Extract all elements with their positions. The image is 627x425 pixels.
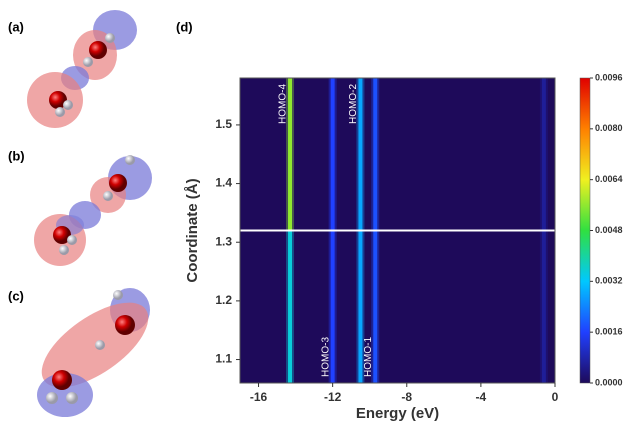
- molecule-a: [27, 10, 137, 128]
- y-tick-label: 1.5: [215, 117, 232, 131]
- band: [288, 230, 293, 383]
- panel-label: (d): [176, 19, 193, 34]
- colorbar-tick-label: 0.0096: [595, 72, 623, 82]
- plot-frame: [239, 77, 556, 384]
- band: [330, 78, 335, 231]
- x-tick-label: 0: [552, 390, 559, 404]
- band: [541, 78, 546, 231]
- x-tick-label: -4: [476, 390, 487, 404]
- y-axis-label: Coordinate (Å): [184, 178, 201, 282]
- y-tick-label: 1.3: [215, 234, 232, 248]
- band: [358, 230, 363, 383]
- y-tick-label: 1.1: [215, 352, 232, 366]
- x-tick-label: -16: [250, 390, 268, 404]
- band: [358, 78, 363, 231]
- colorbar-tick-label: 0.0000: [595, 377, 623, 387]
- band: [330, 230, 335, 383]
- x-tick-label: -12: [324, 390, 342, 404]
- colorbar-tick-label: 0.0016: [595, 327, 623, 337]
- y-tick-label: 1.4: [215, 176, 232, 190]
- band-label: HOMO-3: [320, 337, 331, 377]
- x-tick-label: -8: [401, 390, 412, 404]
- molecule-b: [34, 155, 152, 266]
- colorbar-tick-label: 0.0032: [595, 276, 623, 286]
- band: [373, 78, 378, 231]
- colorbar-tick-label: 0.0080: [595, 123, 623, 133]
- colorbar: [579, 77, 591, 384]
- colorbar-tick-label: 0.0064: [595, 174, 623, 184]
- band-label: HOMO-4: [278, 84, 289, 124]
- molecule-c: [37, 288, 150, 417]
- panel-label: (c): [8, 288, 24, 303]
- band: [373, 230, 378, 383]
- panel-label: (a): [8, 19, 24, 34]
- panel-label: (b): [8, 148, 25, 163]
- x-axis-label: Energy (eV): [356, 405, 439, 422]
- colorbar-tick-label: 0.0048: [595, 225, 623, 235]
- band-label: HOMO-2: [348, 84, 359, 124]
- band: [541, 230, 546, 383]
- band-label: HOMO-1: [363, 337, 374, 377]
- y-tick-label: 1.2: [215, 293, 232, 307]
- band: [288, 78, 293, 231]
